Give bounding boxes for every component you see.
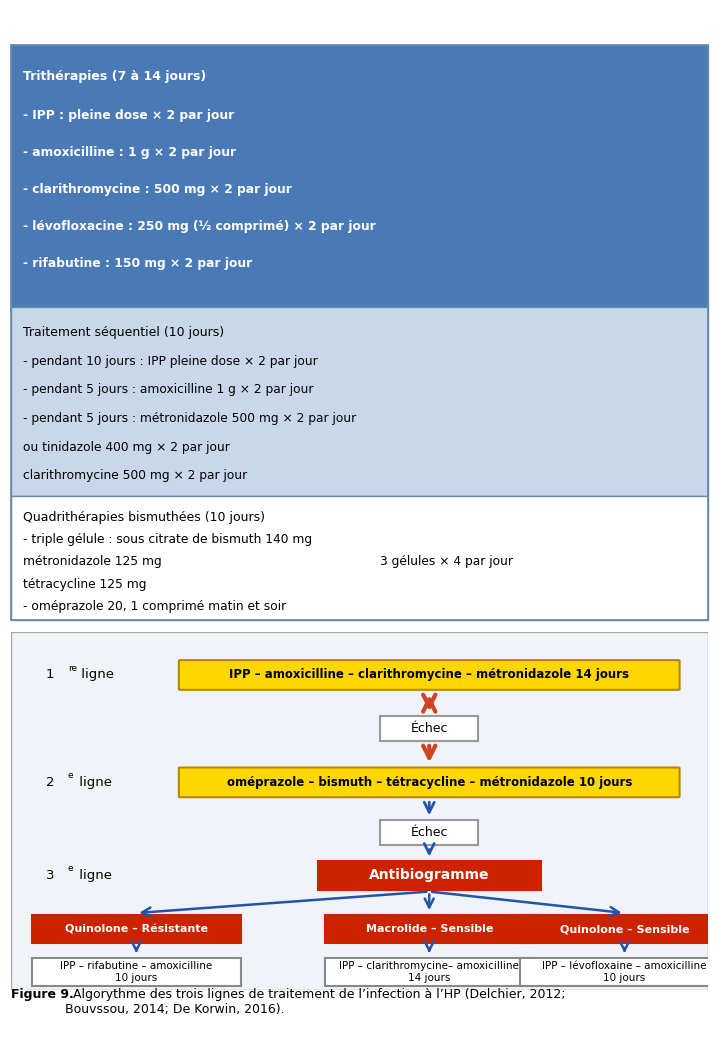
Text: - pendant 5 jours : métronidazole 500 mg × 2 par jour: - pendant 5 jours : métronidazole 500 mg…: [23, 412, 357, 425]
Text: Antibiogramme: Antibiogramme: [369, 868, 490, 882]
Bar: [11, 306, 708, 496]
Text: - amoxicilline : 1 g × 2 par jour: - amoxicilline : 1 g × 2 par jour: [23, 145, 237, 159]
Text: IPP – lévofloxaine – amoxicilline
10 jours: IPP – lévofloxaine – amoxicilline 10 jou…: [542, 961, 707, 983]
Text: - oméprazole 20, 1 comprimé matin et soir: - oméprazole 20, 1 comprimé matin et soi…: [23, 600, 287, 613]
FancyBboxPatch shape: [179, 660, 679, 690]
Bar: [380, 820, 478, 845]
Text: Algorythme des trois lignes de traitement de l’infection à l’HP (Delchier, 2012;: Algorythme des trois lignes de traitemen…: [65, 988, 566, 1015]
Text: IPP – rifabutine – amoxicilline
10 jours: IPP – rifabutine – amoxicilline 10 jours: [60, 961, 212, 983]
Text: e: e: [68, 865, 73, 873]
Text: Macrolide – Sensible: Macrolide – Sensible: [365, 924, 493, 934]
Text: - clarithromycine : 500 mg × 2 par jour: - clarithromycine : 500 mg × 2 par jour: [23, 182, 292, 196]
Text: 3 gélules × 4 par jour: 3 gélules × 4 par jour: [380, 555, 513, 568]
Text: 2: 2: [46, 776, 54, 789]
Text: Échec: Échec: [411, 722, 448, 736]
Text: - pendant 10 jours : IPP pleine dose × 2 par jour: - pendant 10 jours : IPP pleine dose × 2…: [23, 355, 318, 368]
Text: Traitement séquentiel (10 jours): Traitement séquentiel (10 jours): [23, 325, 224, 338]
Text: tétracycline 125 mg: tétracycline 125 mg: [23, 578, 147, 590]
Bar: [520, 915, 719, 943]
Text: Quinolone – Résistante: Quinolone – Résistante: [65, 924, 208, 934]
Text: 3: 3: [46, 869, 54, 882]
Text: IPP – clarithromycine– amoxicilline
14 jours: IPP – clarithromycine– amoxicilline 14 j…: [339, 961, 519, 983]
Text: métronidazole 125 mg: métronidazole 125 mg: [23, 555, 162, 568]
Text: Trithérapies (7 à 14 jours): Trithérapies (7 à 14 jours): [23, 70, 206, 84]
Text: - triple gélule : sous citrate de bismuth 140 mg: - triple gélule : sous citrate de bismut…: [23, 533, 313, 547]
Bar: [318, 861, 541, 889]
Bar: [325, 958, 533, 987]
Text: Quinolone – Sensible: Quinolone – Sensible: [560, 924, 690, 934]
Text: 1: 1: [46, 669, 54, 682]
Text: ligne: ligne: [75, 869, 112, 882]
Text: clarithromycine 500 mg × 2 par jour: clarithromycine 500 mg × 2 par jour: [23, 470, 247, 482]
Bar: [520, 958, 719, 987]
FancyBboxPatch shape: [179, 767, 679, 797]
Text: ou tinidazole 400 mg × 2 par jour: ou tinidazole 400 mg × 2 par jour: [23, 441, 230, 454]
Text: IPP – amoxicilline – clarithromycine – métronidazole 14 jours: IPP – amoxicilline – clarithromycine – m…: [229, 669, 629, 682]
Text: - rifabutine : 150 mg × 2 par jour: - rifabutine : 150 mg × 2 par jour: [23, 257, 252, 270]
Text: - IPP : pleine dose × 2 par jour: - IPP : pleine dose × 2 par jour: [23, 108, 234, 122]
Text: Échec: Échec: [411, 826, 448, 838]
Text: ligne: ligne: [75, 776, 112, 789]
Bar: [11, 496, 708, 620]
Text: Quadrithérapies bismuthées (10 jours): Quadrithérapies bismuthées (10 jours): [23, 511, 265, 524]
Bar: [11, 45, 708, 306]
Bar: [380, 717, 478, 741]
Text: - pendant 5 jours : amoxicilline 1 g × 2 par jour: - pendant 5 jours : amoxicilline 1 g × 2…: [23, 384, 313, 396]
Text: ligne: ligne: [77, 669, 114, 682]
Bar: [325, 915, 533, 943]
Text: Figure 9.: Figure 9.: [11, 988, 73, 1001]
Bar: [32, 958, 241, 987]
Bar: [32, 915, 241, 943]
Text: oméprazole – bismuth – tétracycline – métronidazole 10 jours: oméprazole – bismuth – tétracycline – mé…: [226, 776, 632, 789]
Text: re: re: [68, 664, 77, 673]
Text: e: e: [68, 772, 73, 780]
Text: - lévofloxacine : 250 mg (½ comprimé) × 2 par jour: - lévofloxacine : 250 mg (½ comprimé) × …: [23, 219, 376, 233]
